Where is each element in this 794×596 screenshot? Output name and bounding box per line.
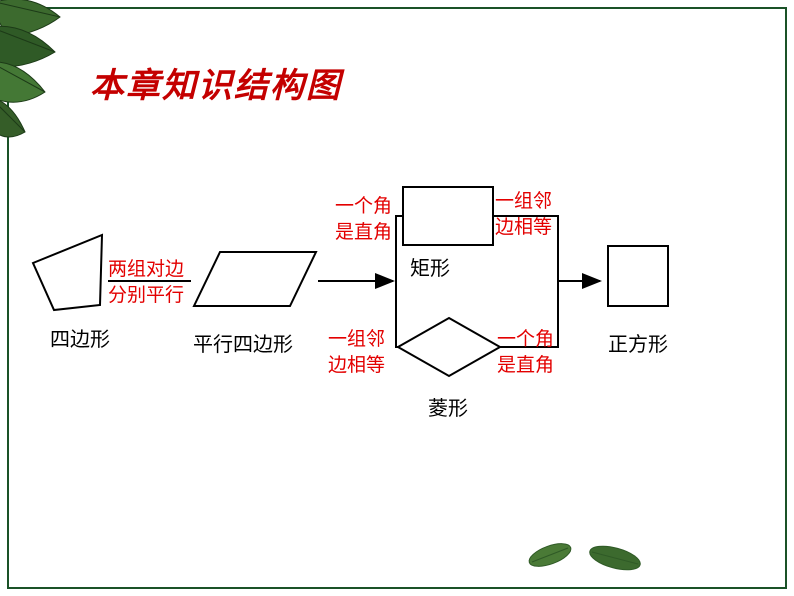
edge-label-2-line1: 一个角 [335,194,392,220]
edge-label-2-line2: 是直角 [335,220,392,246]
edge-label-5-line2: 是直角 [497,353,554,379]
edge-label-4: 一组邻 边相等 [495,189,552,240]
label-rhombus: 菱形 [428,392,468,421]
edge-label-4-line2: 边相等 [495,215,552,241]
edge-label-5: 一个角 是直角 [497,327,554,378]
edge-label-3: 一组邻 边相等 [328,327,385,378]
label-square: 正方形 [608,328,668,357]
edge-label-5-line1: 一个角 [497,327,554,353]
slide-title: 本章知识结构图 [90,58,342,107]
label-quadrilateral: 四边形 [50,323,110,352]
label-rectangle: 矩形 [410,252,450,281]
edge-label-2: 一个角 是直角 [335,194,392,245]
edge-label-0: 两组对边 分别平行 [108,257,184,308]
edge-label-3-line2: 边相等 [328,353,385,379]
edge-label-4-line1: 一组邻 [495,189,552,215]
leaf-decoration-bottom-right [520,520,650,580]
edge-label-0-line1: 两组对边 [108,257,184,283]
edge-label-3-line1: 一组邻 [328,327,385,353]
edge-label-0-line2: 分别平行 [108,283,184,309]
label-parallelogram: 平行四边形 [193,328,293,357]
